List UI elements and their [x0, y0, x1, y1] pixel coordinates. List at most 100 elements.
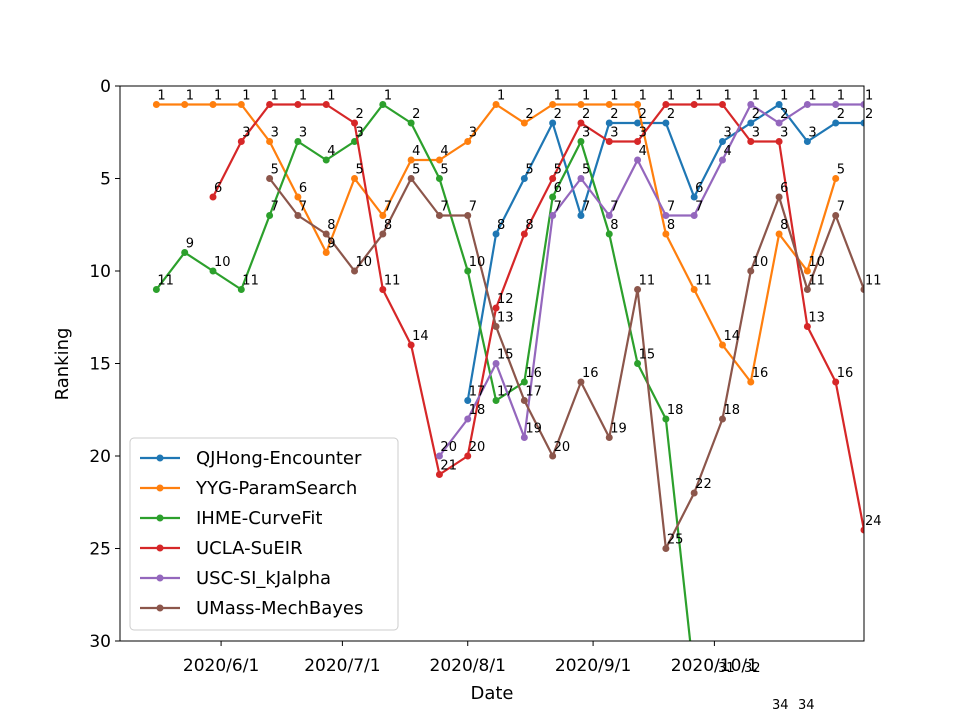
data-point	[435, 156, 443, 164]
data-label: 5	[412, 163, 420, 178]
data-label: 3	[299, 126, 307, 141]
data-point	[860, 286, 864, 293]
data-label: 3	[271, 126, 279, 141]
data-point	[690, 212, 698, 219]
data-label: 8	[497, 218, 505, 233]
data-label: 2	[582, 107, 590, 122]
data-label: 9	[186, 237, 194, 252]
data-label: 17	[497, 385, 514, 400]
data-label: 3	[780, 126, 788, 141]
data-point	[775, 138, 783, 145]
data-point	[549, 212, 557, 219]
y-tick-label: 5	[100, 170, 111, 190]
data-label: 20	[554, 440, 571, 455]
data-label: 5	[525, 163, 533, 178]
data-label: 6	[780, 181, 788, 196]
data-point	[662, 119, 670, 127]
data-label: 7	[837, 200, 845, 215]
data-label: 8	[327, 218, 335, 233]
data-label: 10	[808, 255, 825, 270]
data-point	[294, 101, 302, 108]
data-label: 24	[865, 514, 882, 529]
data-point	[860, 526, 864, 534]
data-label: 1	[808, 89, 816, 104]
data-point	[492, 101, 500, 108]
data-point	[803, 138, 811, 145]
data-point	[435, 212, 443, 219]
data-label: 3	[752, 126, 760, 141]
data-label: 1	[214, 89, 222, 104]
data-point	[379, 286, 387, 293]
data-label: 11	[242, 274, 259, 289]
data-label: 11	[157, 274, 174, 289]
data-point	[775, 230, 783, 238]
data-point	[492, 304, 500, 312]
data-point	[718, 341, 726, 349]
legend-entry: UMass-MechBayes	[196, 598, 363, 619]
data-label: 1	[667, 89, 675, 104]
data-point	[407, 156, 415, 164]
data-label: 8	[780, 218, 788, 233]
data-point	[152, 286, 160, 293]
data-point	[690, 489, 698, 497]
data-point	[803, 323, 811, 330]
series-qjhong-encounter	[464, 101, 864, 404]
data-point	[549, 119, 557, 127]
data-label: 6	[554, 181, 562, 196]
data-label: 1	[695, 89, 703, 104]
y-tick-label: 15	[89, 355, 111, 375]
data-label: 11	[639, 274, 656, 289]
data-label: 3	[469, 126, 477, 141]
data-point	[718, 138, 726, 145]
offscale-data-label: 34	[798, 698, 815, 713]
data-point	[775, 193, 783, 201]
data-label: 1	[639, 89, 647, 104]
data-label: 2	[356, 107, 364, 122]
legend-swatch-marker	[156, 604, 164, 612]
data-point	[832, 119, 840, 127]
data-point	[294, 212, 302, 219]
data-label: 8	[667, 218, 675, 233]
data-label: 6	[299, 181, 307, 196]
data-label: 2	[525, 107, 533, 122]
data-point	[379, 230, 387, 238]
data-label: 15	[639, 348, 656, 363]
data-label: 1	[384, 89, 392, 104]
data-point	[634, 101, 642, 108]
data-label: 1	[723, 89, 731, 104]
data-point	[832, 175, 840, 182]
data-point	[464, 212, 472, 219]
y-axis-label: Ranking	[52, 328, 73, 401]
data-label: 15	[497, 348, 514, 363]
data-label: 5	[554, 163, 562, 178]
data-point	[520, 175, 528, 182]
data-point	[577, 119, 585, 127]
data-point	[775, 119, 783, 127]
data-label: 7	[469, 200, 477, 215]
data-point	[237, 286, 245, 293]
data-point	[605, 212, 613, 219]
series-line	[438, 103, 864, 457]
y-tick-label: 0	[100, 77, 111, 97]
data-label: 1	[865, 89, 873, 104]
data-point	[492, 360, 500, 367]
data-point	[322, 230, 330, 238]
data-point	[520, 434, 528, 441]
data-label: 1	[157, 89, 165, 104]
y-tick-label: 10	[89, 262, 111, 282]
data-label: 1	[752, 89, 760, 104]
data-point	[520, 397, 528, 404]
data-point	[435, 452, 443, 460]
data-label: 1	[497, 89, 505, 104]
data-point	[747, 119, 755, 127]
data-label: 1	[327, 89, 335, 104]
data-point	[577, 101, 585, 108]
data-point	[322, 101, 330, 108]
data-point	[435, 471, 443, 478]
data-label: 12	[497, 292, 514, 307]
data-label: 7	[271, 200, 279, 215]
data-label: 4	[639, 144, 647, 159]
data-point	[634, 156, 642, 164]
